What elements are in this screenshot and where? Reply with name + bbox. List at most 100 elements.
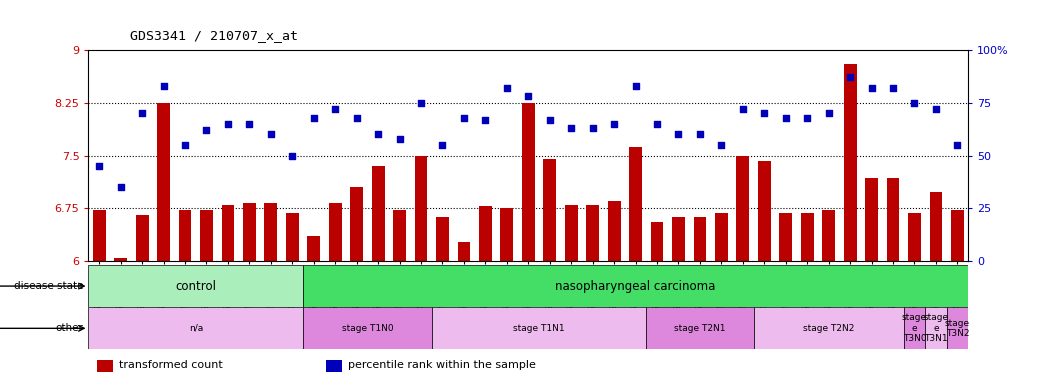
Bar — [801, 213, 814, 261]
Point — [155, 83, 172, 89]
Text: transformed count: transformed count — [120, 360, 223, 370]
Bar — [97, 360, 113, 372]
Text: GDS3341 / 210707_x_at: GDS3341 / 210707_x_at — [130, 29, 298, 42]
Point — [906, 100, 922, 106]
Bar — [264, 204, 277, 261]
Text: n/a: n/a — [188, 324, 203, 333]
Bar — [303, 265, 968, 307]
Bar — [243, 204, 256, 261]
Bar — [758, 161, 770, 261]
Text: stage T1N1: stage T1N1 — [513, 324, 565, 333]
Bar — [326, 360, 341, 372]
Text: control: control — [175, 280, 217, 293]
Bar — [904, 307, 925, 349]
Bar — [372, 166, 384, 261]
Point — [563, 125, 580, 131]
Text: stage
T3N2: stage T3N2 — [945, 319, 970, 338]
Bar — [93, 210, 105, 261]
Point — [220, 121, 236, 127]
Point — [798, 114, 815, 121]
Point — [412, 100, 429, 106]
Point — [778, 114, 794, 121]
Bar — [303, 307, 432, 349]
Bar — [887, 178, 899, 261]
Bar — [543, 159, 556, 261]
Point — [842, 74, 859, 81]
Point — [499, 85, 515, 91]
Bar — [222, 205, 234, 261]
Point — [519, 93, 536, 99]
Bar — [925, 307, 946, 349]
Text: stage T1N0: stage T1N0 — [341, 324, 393, 333]
Bar — [693, 217, 707, 261]
Point — [370, 131, 386, 137]
Bar — [608, 201, 620, 261]
Bar — [457, 242, 471, 261]
Text: nasopharyngeal carcinoma: nasopharyngeal carcinoma — [556, 280, 716, 293]
Point — [112, 184, 129, 190]
Point — [477, 117, 493, 123]
Bar — [432, 307, 646, 349]
Point — [198, 127, 214, 133]
Point — [691, 131, 708, 137]
Bar — [436, 217, 449, 261]
Bar — [329, 203, 341, 261]
Point — [885, 85, 902, 91]
Bar — [200, 210, 213, 261]
Text: other: other — [55, 323, 83, 333]
Bar — [946, 307, 968, 349]
Point — [628, 83, 644, 89]
Point — [735, 106, 752, 112]
Text: stage T2N2: stage T2N2 — [803, 324, 855, 333]
Bar — [646, 307, 754, 349]
Bar — [930, 192, 942, 261]
Point — [177, 142, 194, 148]
Bar — [501, 208, 513, 261]
Bar — [479, 206, 491, 261]
Point — [606, 121, 623, 127]
Bar — [715, 213, 728, 261]
Bar — [865, 178, 878, 261]
Bar — [651, 222, 663, 261]
Point — [327, 106, 344, 112]
Point — [756, 110, 772, 116]
Point — [820, 110, 837, 116]
Point — [91, 163, 107, 169]
Point — [928, 106, 944, 112]
Bar — [286, 213, 299, 261]
Bar — [565, 205, 578, 261]
Bar — [88, 307, 303, 349]
Bar — [822, 210, 835, 261]
Text: disease state: disease state — [14, 281, 83, 291]
Point — [305, 114, 322, 121]
Point — [863, 85, 880, 91]
Bar — [951, 210, 964, 261]
Point — [649, 121, 665, 127]
Bar — [736, 156, 750, 261]
Bar — [843, 64, 857, 261]
Bar — [157, 103, 170, 261]
Point — [242, 121, 258, 127]
Bar — [414, 156, 428, 261]
Bar — [350, 187, 363, 261]
Bar — [629, 147, 642, 261]
Bar — [135, 215, 149, 261]
Bar — [754, 307, 904, 349]
Point — [434, 142, 451, 148]
Text: stage
e
T3N0: stage e T3N0 — [902, 313, 928, 343]
Point — [713, 142, 730, 148]
Point — [134, 110, 151, 116]
Bar — [586, 205, 600, 261]
Point — [670, 131, 687, 137]
Point — [391, 136, 408, 142]
Point — [949, 142, 966, 148]
Text: stage T2N1: stage T2N1 — [675, 324, 726, 333]
Point — [262, 131, 279, 137]
Bar — [522, 103, 535, 261]
Bar — [672, 217, 685, 261]
Bar — [179, 210, 192, 261]
Bar — [908, 213, 921, 261]
Point — [349, 114, 365, 121]
Bar — [115, 258, 127, 261]
Point — [284, 152, 301, 159]
